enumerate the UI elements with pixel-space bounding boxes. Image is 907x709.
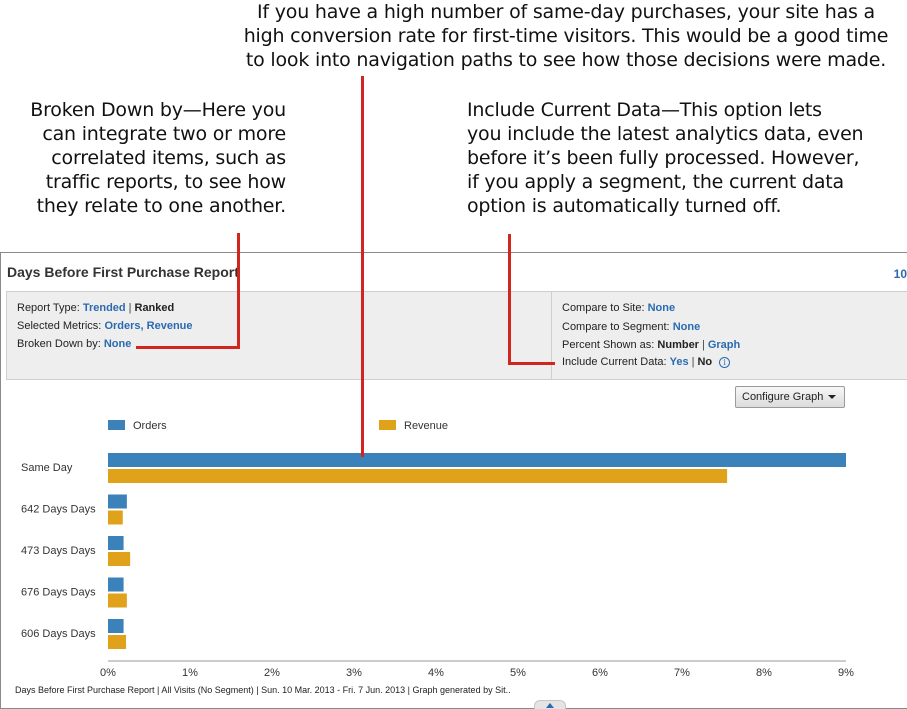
bar-orders — [108, 494, 127, 509]
callout-leader-left-vertical — [237, 233, 240, 349]
compare-site-none-link[interactable]: None — [647, 302, 676, 314]
category-label: 642 Days Days — [21, 504, 96, 516]
include-current-data-label: Include Current Data: — [562, 356, 667, 368]
settings-left-column: Report Type: Trended | Ranked Selected Met… — [7, 292, 552, 379]
collapse-handle[interactable] — [534, 700, 566, 709]
configure-graph-label: Configure Graph — [742, 391, 824, 403]
compare-segment-row: Compare to Segment: None — [562, 321, 700, 333]
metric-revenue-link[interactable]: Revenue — [146, 320, 193, 332]
legend-swatch-orders — [108, 420, 125, 430]
callout-leader-top — [361, 76, 364, 457]
callout-line: you include the latest analytics data, e… — [467, 123, 864, 145]
callout-line: can integrate two or more — [42, 123, 286, 145]
configure-graph-button[interactable]: Configure Graph — [735, 386, 845, 408]
x-tick-label: 2% — [264, 667, 280, 679]
callout-line: if you apply a segment, the current data — [467, 171, 844, 193]
report-type-label: Report Type: — [17, 302, 80, 314]
report-type-row: Report Type: Trended | Ranked — [17, 302, 174, 314]
percent-shown-row: Percent Shown as: Number | Graph — [562, 339, 740, 351]
bar-revenue — [108, 593, 127, 608]
legend-swatch-revenue — [379, 420, 396, 430]
category-label: Same Day — [21, 462, 73, 474]
legend-label-revenue: Revenue — [404, 420, 448, 432]
settings-right-column: Compare to Site: None Compare to Segment… — [552, 292, 907, 379]
separator: | — [701, 339, 705, 351]
current-data-yes-link[interactable]: Yes — [669, 356, 689, 368]
callout-line: before it’s been fully processed. Howeve… — [467, 147, 860, 169]
bar-chart: Orders Revenue Same Day 642 Days Days 473 Da… — [21, 420, 854, 679]
chevron-down-icon — [828, 395, 836, 399]
callout-line: high conversion rate for first-time visi… — [243, 25, 889, 47]
callout-broken-down-text: Broken Down by—Here you can integrate tw… — [0, 98, 286, 218]
report-type-ranked: Ranked — [134, 302, 175, 314]
report-panel: Days Before First Purchase Report 10 Rep… — [0, 252, 907, 709]
current-data-no-option: No — [697, 356, 713, 368]
broken-down-none-link[interactable]: None — [103, 338, 132, 350]
x-tick-label: 9% — [838, 667, 854, 679]
compare-site-row: Compare to Site: None — [562, 302, 675, 314]
percent-graph-link[interactable]: Graph — [707, 339, 741, 351]
compare-segment-none-link[interactable]: None — [672, 321, 701, 333]
callout-line: option is automatically turned off. — [467, 195, 782, 217]
x-tick-label: 1% — [182, 667, 198, 679]
bar-orders — [108, 536, 124, 550]
compare-site-label: Compare to Site: — [562, 302, 645, 314]
legend-label-orders: Orders — [133, 420, 167, 432]
broken-down-row: Broken Down by: None — [17, 338, 131, 350]
callout-line: If you have a high number of same-day pu… — [257, 1, 875, 23]
x-tick-label: 6% — [592, 667, 608, 679]
category-label: 606 Days Days — [21, 628, 96, 640]
bar-revenue — [108, 552, 131, 566]
percent-number-option: Number — [657, 339, 699, 351]
category-label: 676 Days Days — [21, 587, 96, 599]
callout-line: Broken Down by—Here you — [30, 99, 286, 121]
category-label: 473 Days Days — [21, 545, 96, 557]
x-tick-label: 5% — [510, 667, 526, 679]
x-tick-label: 3% — [346, 667, 362, 679]
compare-segment-label: Compare to Segment: — [562, 321, 670, 333]
percent-shown-label: Percent Shown as: — [562, 339, 655, 351]
callout-leader-right-horizontal — [508, 362, 555, 365]
callout-current-data-text: Include Current Data—This option lets yo… — [467, 98, 897, 218]
callout-line: Include Current Data—This option lets — [467, 99, 822, 121]
bar-orders — [108, 577, 124, 592]
callout-leader-right-vertical — [508, 234, 511, 365]
selected-metrics-row: Selected Metrics: Orders, Revenue — [17, 320, 193, 332]
x-tick-label: 7% — [674, 667, 690, 679]
separator: | — [691, 356, 695, 368]
callout-line: they relate to one another. — [36, 195, 287, 217]
report-type-trended-link[interactable]: Trended — [82, 302, 126, 314]
callout-top-text: If you have a high number of same-day pu… — [225, 0, 907, 72]
callout-line: to look into navigation paths to see how… — [245, 49, 887, 71]
bar-revenue — [108, 635, 127, 649]
x-tick-label: 4% — [428, 667, 444, 679]
metric-comma: , — [140, 320, 147, 332]
report-title: Days Before First Purchase Report — [7, 264, 239, 280]
x-tick-label: 0% — [100, 667, 116, 679]
selected-metrics-label: Selected Metrics: — [17, 320, 102, 332]
broken-down-label: Broken Down by: — [17, 338, 101, 350]
bar-orders — [108, 619, 124, 633]
graph-footer-note: Days Before First Purchase Report | All … — [15, 685, 511, 695]
metric-orders-link[interactable]: Orders — [104, 320, 141, 332]
x-tick-label: 8% — [756, 667, 772, 679]
report-settings-panel: Report Type: Trended | Ranked Selected Met… — [6, 291, 907, 380]
bar-revenue — [108, 510, 123, 525]
info-icon[interactable]: i — [719, 356, 731, 368]
report-corner-link[interactable]: 10 — [893, 267, 907, 281]
callout-line: correlated items, such as — [51, 147, 286, 169]
bar-orders — [108, 453, 846, 467]
bar-revenue — [108, 469, 728, 483]
separator: | — [128, 302, 132, 314]
include-current-data-row: Include Current Data: Yes | No i — [562, 356, 731, 368]
callout-leader-left-horizontal — [136, 346, 240, 349]
callout-line: traffic reports, to see how — [45, 171, 286, 193]
